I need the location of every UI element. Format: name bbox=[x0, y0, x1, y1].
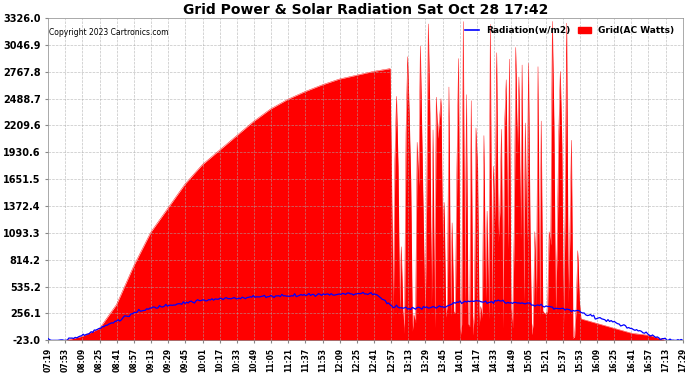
Text: Copyright 2023 Cartronics.com: Copyright 2023 Cartronics.com bbox=[50, 28, 169, 37]
Legend: Radiation(w/m2), Grid(AC Watts): Radiation(w/m2), Grid(AC Watts) bbox=[462, 22, 678, 39]
Title: Grid Power & Solar Radiation Sat Oct 28 17:42: Grid Power & Solar Radiation Sat Oct 28 … bbox=[183, 3, 548, 17]
